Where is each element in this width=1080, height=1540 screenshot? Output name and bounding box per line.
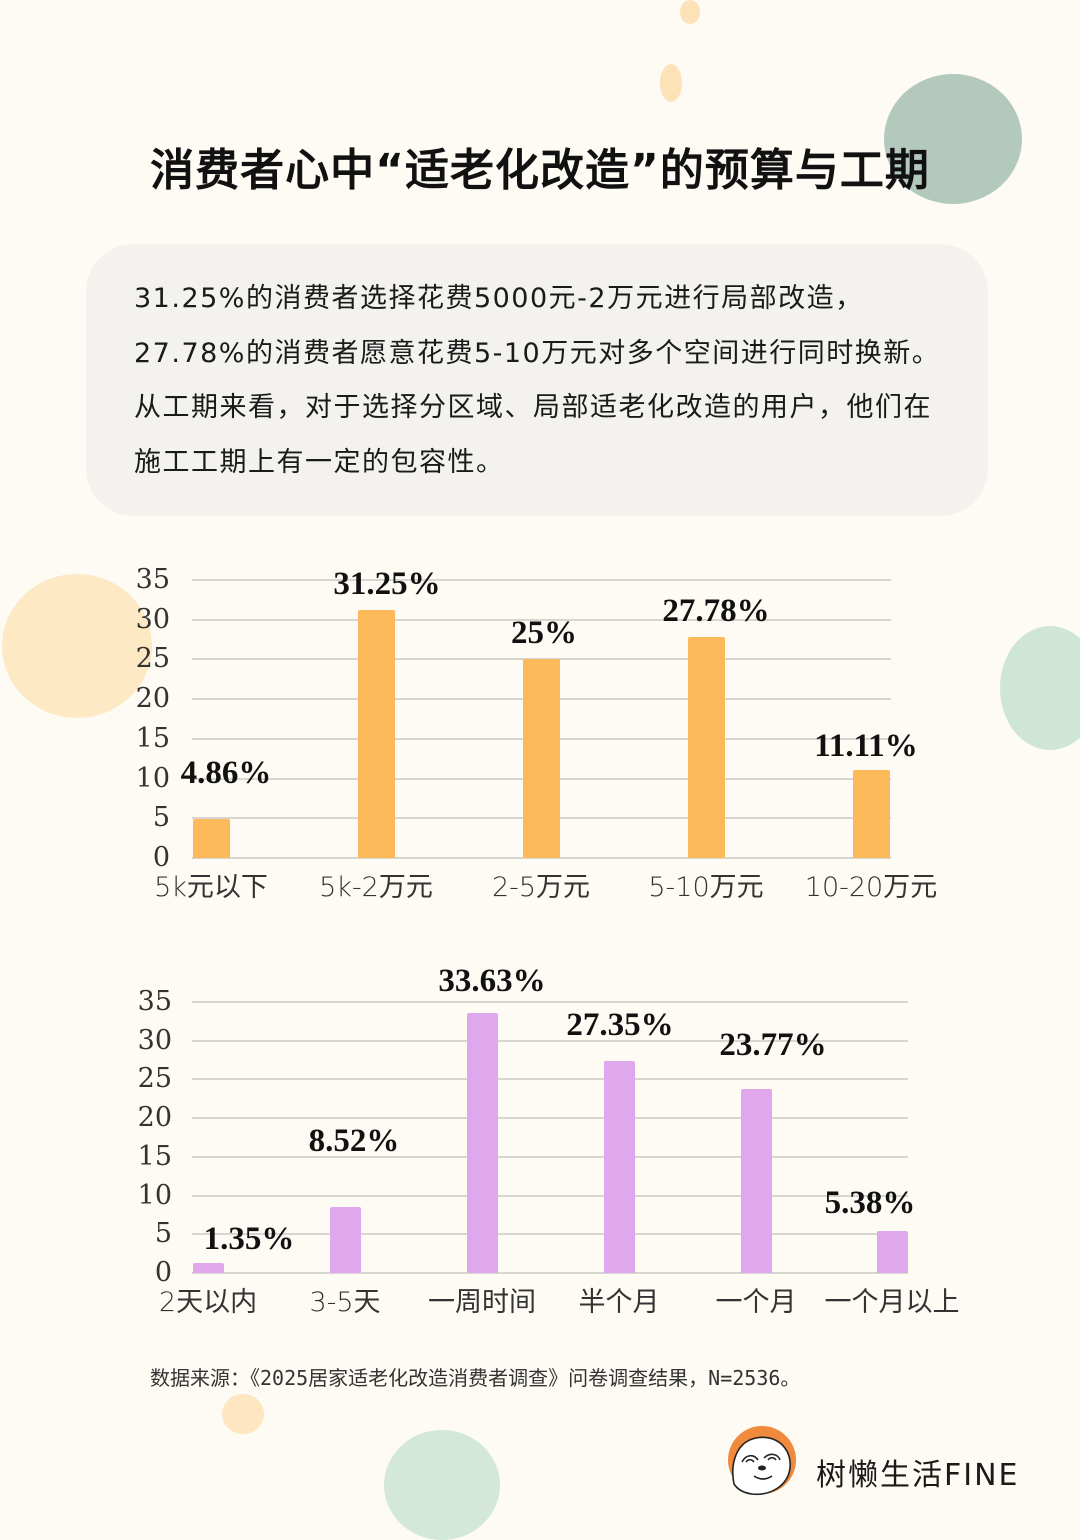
data-label: 8.52% [308,1123,400,1160]
brand-name: 树懒生活FINE [816,1458,1020,1493]
gridline [192,1155,908,1158]
x-axis-label: 一周时间 [428,1287,536,1318]
bar [329,1207,361,1273]
bar [876,1231,908,1273]
summary-text: 31.25%的消费者选择花费5000元-2万元进行局部改造，27.78%的消费者… [134,283,941,478]
bar [192,819,230,858]
gridline [192,579,891,581]
y-axis-tick: 35 [137,986,172,1017]
y-axis-tick: 0 [152,842,170,873]
budget-bar-chart: 0 5 10 15 20 25 30 35 4.86% 5k元以下 31.25% 5k-2万元 25% 2… [135,564,938,903]
data-label: 33.63% [438,962,546,999]
bar [740,1088,772,1273]
y-axis-tick: 35 [135,564,170,595]
x-axis-label: 一个月以上 [824,1287,960,1318]
sloth-logo-icon [726,1424,800,1502]
bar [603,1061,635,1273]
bar [522,659,560,858]
y-axis-tick: 15 [137,1140,172,1172]
data-label: 31.25% [333,565,441,602]
data-label: 27.35% [566,1007,674,1044]
gridline [192,1001,908,1003]
y-axis-tick: 25 [135,643,170,675]
y-axis-tick: 25 [137,1063,172,1095]
decor-blob-yellow-top-1 [680,0,700,24]
page-title: 消费者心中“适老化改造”的预算与工期 [150,145,930,196]
x-axis-label: 2天以内 [158,1287,258,1318]
gridline [192,1078,908,1081]
y-axis-tick: 5 [154,1218,172,1250]
x-axis-label: 一个月 [715,1287,797,1318]
bar [357,609,395,858]
x-axis-label: 5-10万元 [648,872,764,903]
bar [466,1012,498,1273]
x-axis-label: 半个月 [578,1287,660,1318]
data-source-note: 数据来源：《2025居家适老化改造消费者调查》问卷调查结果，N=2536。 [150,1366,801,1390]
decor-blob-green-right [1000,626,1080,750]
gridline [192,1117,908,1120]
x-axis-label: 2-5万元 [491,872,591,903]
y-axis-tick: 0 [154,1257,172,1288]
data-label: 25% [511,615,577,652]
bar [687,637,725,858]
gridline [192,857,891,859]
gridline [192,1039,908,1042]
gridline [192,1194,908,1197]
y-axis-tick: 10 [137,1179,172,1211]
summary-card: 31.25%的消费者选择花费5000元-2万元进行局部改造，27.78%的消费者… [86,244,988,516]
y-axis-tick: 30 [137,1024,172,1056]
bar [192,1262,224,1273]
y-axis-tick: 15 [135,722,170,754]
bar [852,769,890,858]
decor-blob-green-top-right [884,74,1022,204]
data-label: 27.78% [662,593,770,630]
decor-blob-yellow-bottom [222,1394,264,1434]
y-axis-tick: 5 [152,802,170,834]
data-label: 1.35% [203,1220,295,1257]
decor-blob-green-bottom [384,1430,500,1540]
y-axis-tick: 20 [137,1102,172,1134]
y-axis-tick: 30 [135,603,170,635]
decor-blob-yellow-left [2,574,152,718]
x-axis-label: 5k元以下 [154,872,268,903]
gridline [192,1272,908,1274]
duration-bar-chart: 0 5 10 15 20 25 30 35 1.35% 2天以内 8.52% 3-5天 33.63% 一周… [137,962,960,1318]
decor-blob-yellow-top-2 [660,64,682,102]
gridline [192,618,891,621]
x-axis-label: 10-20万元 [804,872,938,903]
data-label: 5.38% [824,1185,916,1222]
data-label: 11.11% [814,727,918,764]
data-label: 23.77% [719,1026,827,1063]
x-axis-label: 5k-2万元 [319,872,433,903]
y-axis-tick: 20 [135,683,170,715]
x-axis-label: 3-5天 [309,1287,381,1318]
data-label: 4.86% [180,755,272,792]
y-axis-tick: 10 [135,762,170,794]
gridline [192,1233,908,1236]
